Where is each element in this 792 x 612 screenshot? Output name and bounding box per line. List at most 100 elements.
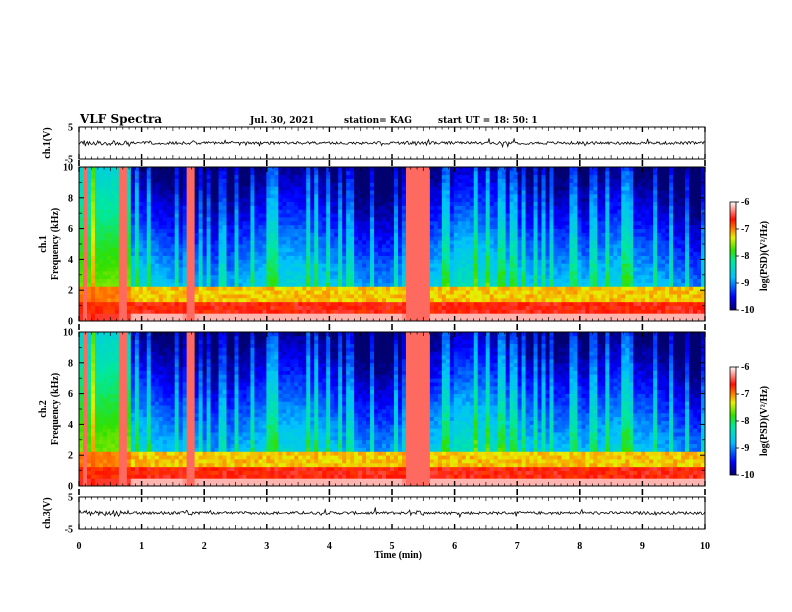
spectrogram-cell	[238, 209, 243, 214]
spectrogram-cell	[94, 205, 100, 210]
spectrogram-cell	[270, 209, 275, 214]
spectrogram-cell	[170, 290, 176, 295]
spectrogram-cell	[318, 294, 323, 299]
spectrogram-cell	[513, 313, 518, 318]
spectrogram-cell	[362, 263, 367, 268]
spectrogram-cell	[489, 267, 495, 272]
spectrogram-cell	[206, 317, 211, 322]
spectrogram-cell	[397, 201, 403, 206]
spectrogram-cell	[134, 309, 140, 314]
spectrogram-cell	[330, 286, 335, 291]
spectrogram-cell	[338, 224, 343, 229]
spectrogram-cell	[86, 186, 92, 191]
spectrogram-cell	[226, 217, 231, 222]
spectrogram-cell	[242, 240, 247, 245]
spectrogram-cell	[521, 313, 526, 318]
spectrogram-cell	[206, 217, 211, 222]
spectrogram-cell	[338, 286, 343, 291]
spectrogram-cell	[449, 209, 455, 214]
spectrogram-cell	[326, 274, 331, 280]
spectrogram-cell	[390, 209, 395, 214]
spectrogram-cell	[525, 213, 530, 218]
spectrogram-cell	[266, 274, 271, 280]
spectrogram-cell	[198, 259, 204, 264]
spectrogram-cell	[270, 193, 275, 199]
spectrogram-cell	[79, 236, 84, 241]
spectrogram-cell	[110, 297, 116, 303]
spectrogram-cell	[397, 286, 403, 291]
spectrogram-cell	[302, 236, 307, 241]
spectrogram-cell	[477, 282, 483, 287]
spectrogram-cell	[529, 294, 534, 299]
spectrogram-cell	[206, 255, 211, 260]
spectrogram-cell	[122, 263, 128, 268]
spectrogram-cell	[525, 201, 530, 206]
spectrogram-cell	[102, 182, 108, 187]
spectrogram-cell	[441, 193, 447, 199]
spectrogram-cell	[413, 244, 419, 249]
spectrogram-cell	[194, 290, 200, 295]
spectrogram-cell	[166, 209, 172, 214]
spectrogram-cell	[509, 205, 515, 210]
spectrogram-cell	[469, 267, 475, 272]
spectrogram-cell	[374, 294, 379, 299]
spectrogram-cell	[425, 220, 431, 226]
spectrogram-cell	[314, 263, 319, 268]
spectrogram-cell	[529, 290, 534, 295]
spectrogram-cell	[405, 301, 411, 306]
spectrogram-cell	[386, 186, 391, 191]
spectrogram-cell	[298, 228, 303, 233]
spectrogram-cell	[473, 267, 479, 272]
spectrogram-cell	[254, 213, 259, 218]
spectrogram-cell	[358, 274, 363, 280]
spectrogram-cell	[130, 205, 136, 210]
spectrogram-cell	[210, 267, 215, 272]
spectrogram-cell	[302, 201, 307, 206]
spectrogram-cell	[202, 251, 207, 256]
spectrogram-cell	[354, 167, 359, 172]
spectrogram-cell	[334, 240, 339, 245]
spectrogram-cell	[517, 244, 522, 249]
spectrogram-cell	[354, 174, 359, 179]
spectrogram-cell	[350, 236, 355, 241]
spectrogram-cell	[485, 263, 491, 268]
spectrogram-cell	[306, 170, 311, 176]
spectrogram-cell	[326, 251, 331, 256]
spectrogram-cell	[238, 213, 243, 218]
spectrogram-cell	[154, 178, 160, 183]
spectrogram-cell	[561, 213, 566, 218]
spectrogram-cell	[529, 259, 534, 264]
spectrogram-cell	[150, 278, 156, 283]
spectrogram-cell	[473, 201, 479, 206]
spectrogram-cell	[382, 259, 387, 264]
spectrogram-cell	[429, 167, 435, 172]
spectrogram-cell	[266, 197, 271, 203]
spectrogram-cell	[318, 305, 323, 310]
spectrogram-cell	[481, 209, 487, 214]
spectrogram-cell	[186, 186, 192, 191]
spectrogram-cell	[397, 170, 403, 176]
spectrogram-cell	[238, 267, 243, 272]
spectrogram-cell	[465, 182, 471, 187]
spectrogram-cell	[445, 305, 451, 310]
spectrogram-cell	[338, 309, 343, 314]
spectrogram-cell	[258, 267, 263, 272]
spectrogram-cell	[441, 290, 447, 295]
spectrogram-cell	[186, 286, 192, 291]
spectrogram-cell	[130, 263, 136, 268]
spectrogram-cell	[170, 313, 176, 318]
spectrogram-cell	[274, 297, 279, 303]
spectrogram-cell	[537, 236, 542, 241]
spectrogram-cell	[118, 286, 124, 291]
spectrogram-cell	[334, 255, 339, 260]
spectrogram-cell	[322, 193, 327, 199]
spectrogram-cell	[465, 282, 471, 287]
spectrogram-cell	[126, 174, 132, 179]
spectrogram-cell	[405, 174, 411, 179]
spectrogram-cell	[386, 286, 391, 291]
spectrogram-cell	[461, 190, 467, 195]
spectrogram-cell	[338, 255, 343, 260]
spectrogram-cell	[314, 294, 319, 299]
spectrogram-cell	[274, 309, 279, 314]
spectrogram-cell	[390, 278, 395, 283]
